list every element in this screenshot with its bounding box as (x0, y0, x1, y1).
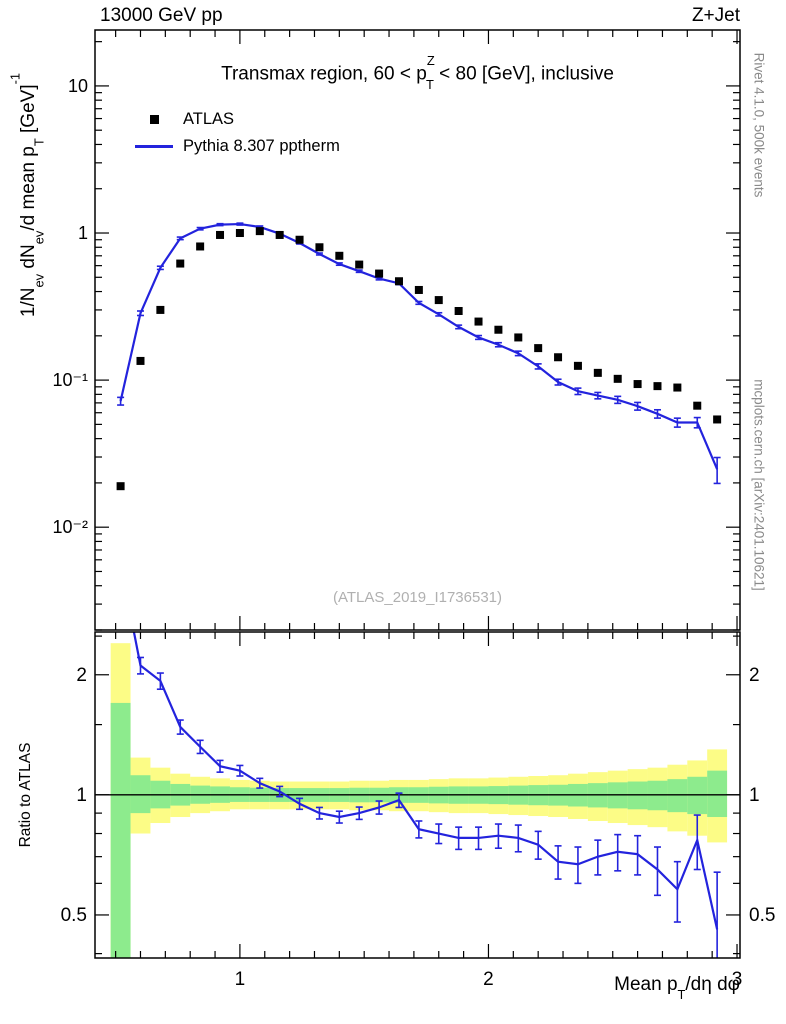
svg-text:1: 1 (235, 969, 246, 990)
svg-text:2: 2 (483, 969, 494, 990)
pythia-prediction-series (117, 222, 721, 485)
y-axis-label-ratio: Ratio to ATLAS (17, 742, 34, 848)
atlas-data-series (116, 227, 722, 491)
axis-ticks (95, 30, 740, 958)
mcplots-arxiv-note: mcplots.cern.ch [arXiv:2401.10621] (751, 379, 767, 591)
plot-title: Transmax region, 60 < pZT < 80 [GeV], in… (221, 52, 614, 92)
svg-text:10⁻²: 10⁻² (52, 517, 88, 537)
svg-text:2: 2 (76, 665, 87, 686)
legend-item-atlas: ATLAS (132, 106, 340, 133)
rivet-version-note: Rivet 4.1.0, 500k events (751, 52, 767, 198)
pythia-ratio-series (132, 632, 721, 958)
legend-marker-cell (132, 115, 176, 124)
svg-text:0.5: 0.5 (61, 905, 87, 926)
svg-text:10: 10 (68, 76, 88, 96)
legend: ATLAS Pythia 8.307 pptherm (132, 106, 340, 160)
main-panel-frame (94, 29, 741, 631)
svg-text:2: 2 (749, 665, 760, 686)
legend-label-pythia: Pythia 8.307 pptherm (183, 137, 340, 155)
svg-text:1: 1 (749, 785, 760, 806)
atlas-marker-icon (149, 115, 159, 124)
svg-text:1: 1 (76, 785, 87, 806)
y-axis-label-main: 1/Nev dNev/d mean pT [GeV]-1 (7, 72, 47, 318)
svg-text:1: 1 (78, 223, 88, 243)
legend-item-pythia: Pythia 8.307 pptherm (132, 133, 340, 160)
legend-marker-cell (132, 145, 176, 148)
legend-label-atlas: ATLAS (183, 110, 235, 128)
process-label: Z+Jet (691, 5, 740, 26)
svg-text:0.5: 0.5 (749, 905, 775, 926)
analysis-id-watermark: (ATLAS_2019_I1736531) (332, 589, 502, 606)
pythia-line-icon (135, 145, 173, 148)
x-axis-label: Mean pT/dη dφ (614, 974, 740, 1003)
beam-energy-label: 13000 GeV pp (100, 5, 223, 26)
axis-tick-labels: 10⁻² 10⁻¹ 1 10 0.5 1 2 0.5 1 2 1 2 3 (52, 76, 775, 990)
svg-text:10⁻¹: 10⁻¹ (52, 370, 88, 390)
svg-text:3: 3 (732, 969, 743, 990)
